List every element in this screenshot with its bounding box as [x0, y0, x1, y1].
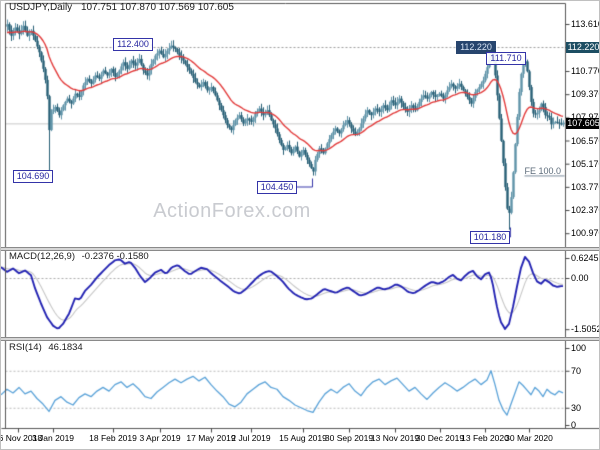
- price-level-label[interactable]: 104.450: [257, 181, 297, 194]
- date-axis-label: 16 Nov 2018: [1, 433, 43, 443]
- rsi-axis-label: 70: [571, 365, 582, 376]
- macd-header: MACD(12,26,9) -0.2376 -0.1580: [9, 251, 149, 262]
- panel-separator-macd-rsi[interactable]: [1, 337, 599, 341]
- fibonacci-extension-label: FE 100.0: [524, 166, 561, 176]
- rsi-indicator-value: 46.1834: [48, 342, 83, 353]
- price-axis-label: 110.770: [571, 65, 600, 76]
- ohlc-values: 107.751 107.870 107.569 107.605: [80, 2, 234, 13]
- date-axis-label: 30 Dec 2019: [415, 433, 465, 443]
- macd-axis-label: 0.00: [571, 273, 589, 283]
- price-level-label[interactable]: 112.220: [456, 41, 496, 54]
- rsi-indicator-label: RSI(14): [9, 342, 42, 353]
- rsi-header: RSI(14) 46.1834: [9, 342, 83, 353]
- date-axis-label: 2 Jul 2019: [231, 433, 271, 443]
- price-axis-label: 107.970: [571, 112, 599, 122]
- rsi-axis-label: 30: [571, 402, 582, 413]
- price-axis-label: 106.570: [571, 135, 599, 146]
- price-axis-label: 105.170: [571, 158, 599, 169]
- date-axis-label: 3 Apr 2019: [139, 433, 181, 443]
- price-axis-tag: 112.220: [566, 41, 600, 53]
- macd-axis-label: 0.6245: [571, 253, 599, 263]
- rsi-axis-label: 100: [571, 343, 587, 353]
- price-level-label[interactable]: 101.180: [470, 231, 510, 244]
- date-axis-label: 30 Mar 2020: [505, 433, 553, 443]
- price-axis-tag: 107.605: [566, 117, 600, 129]
- price-axis-label: 102.370: [571, 205, 599, 216]
- chart-title: USDJPY,Daily 107.751 107.870 107.569 107…: [9, 2, 234, 13]
- watermark: ActionForex.com: [153, 200, 311, 222]
- date-axis-label: 15 Aug 2019: [279, 433, 327, 443]
- symbol-period-label: USDJPY,Daily: [9, 2, 73, 13]
- date-axis-label: 17 May 2019: [186, 433, 236, 443]
- macd-indicator-values: -0.2376 -0.1580: [81, 251, 149, 262]
- panel-separator-price-macd[interactable]: [1, 247, 599, 251]
- macd-axis-label: -1.5052: [571, 324, 600, 335]
- rsi-axis-label: 0: [571, 420, 577, 430]
- date-axis-label: 3 Jan 2019: [31, 433, 75, 443]
- price-axis-label: 103.770: [571, 181, 599, 192]
- price-level-label[interactable]: 112.400: [113, 38, 153, 51]
- price-axis-label: 100.970: [571, 228, 599, 239]
- price-axis-label: 113.610: [571, 18, 600, 29]
- price-axis-label: 109.370: [571, 89, 599, 100]
- price-level-label[interactable]: 111.710: [486, 52, 526, 65]
- date-axis-label: 30 Sep 2019: [324, 433, 374, 443]
- price-level-label[interactable]: 104.690: [13, 170, 53, 183]
- date-axis-label: 13 Feb 2020: [461, 433, 509, 443]
- date-axis-label: 13 Nov 2019: [370, 433, 420, 443]
- date-axis-label: 18 Feb 2019: [89, 433, 137, 443]
- macd-indicator-label: MACD(12,26,9): [9, 251, 75, 262]
